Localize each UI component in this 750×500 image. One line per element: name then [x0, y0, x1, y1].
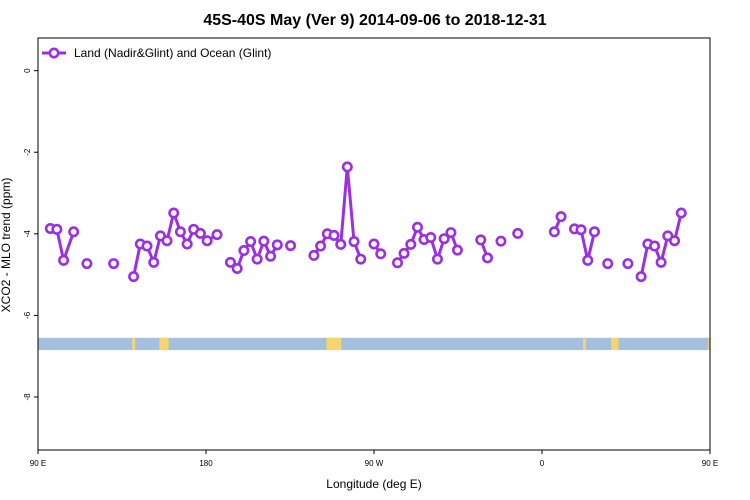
legend: Land (Nadir&Glint) and Ocean (Glint) [42, 46, 271, 60]
data-point [649, 240, 661, 252]
data-point [655, 256, 667, 268]
land-segment [583, 337, 586, 351]
data-point [201, 235, 213, 247]
data-point [392, 257, 404, 269]
data-point [451, 244, 463, 256]
data-point [251, 253, 263, 265]
data-point [355, 253, 367, 265]
land-segment [708, 337, 710, 351]
data-point [258, 235, 270, 247]
data-point [285, 240, 297, 252]
y-tick-label: 0 [23, 68, 32, 73]
data-point [588, 226, 600, 238]
data-point [315, 240, 327, 252]
data-point [635, 271, 647, 283]
x-tick-label: 180 [199, 459, 213, 468]
data-point [411, 221, 423, 233]
x-axis: 90 E 180 90 W 0 90 E [30, 450, 718, 468]
data-point [211, 229, 223, 241]
data-point [348, 236, 360, 248]
data-point [271, 239, 283, 251]
x-tick-label: 90 E [702, 459, 718, 468]
data-point [675, 207, 687, 219]
x-tick-label: 90 E [30, 459, 46, 468]
data-point [425, 231, 437, 243]
data-point [265, 250, 277, 262]
data-point [555, 211, 567, 223]
data-point [512, 227, 524, 239]
data-point [548, 226, 560, 238]
data-point [81, 258, 93, 270]
y-tick-label: -8 [23, 393, 32, 401]
data-point [181, 238, 193, 250]
data-point [128, 271, 140, 283]
data-point [475, 234, 487, 246]
land-ocean-band [38, 337, 710, 351]
data-point [438, 233, 450, 245]
data-point [481, 252, 493, 264]
ocean-band [38, 337, 710, 351]
data-point [431, 253, 443, 265]
legend-label: Land (Nadir&Glint) and Ocean (Glint) [74, 46, 271, 60]
data-point [245, 236, 257, 248]
data-point [582, 254, 594, 266]
data-point [335, 238, 347, 250]
data-point [51, 223, 63, 235]
data-point [224, 256, 236, 268]
land-segment [132, 337, 136, 351]
data-point [368, 238, 380, 250]
data-point [445, 227, 457, 239]
data-point [602, 258, 614, 270]
data-point [174, 226, 186, 238]
legend-marker-icon [48, 47, 60, 59]
x-axis-label: Longitude (deg E) [326, 477, 421, 491]
data-point [622, 258, 634, 270]
x-tick-label: 90 W [365, 459, 384, 468]
y-tick-label: -4 [23, 230, 32, 238]
land-segment [326, 337, 342, 351]
data-point [168, 207, 180, 219]
y-axis: 0 -2 -4 -6 -8 [23, 68, 38, 401]
data-point [575, 224, 587, 236]
y-tick-label: -2 [23, 148, 32, 156]
x-tick-label: 0 [540, 459, 545, 468]
data-point [68, 226, 80, 238]
chart-title: 45S-40S May (Ver 9) 2014-09-06 to 2018-1… [203, 12, 546, 29]
data-point [341, 161, 353, 173]
data-point [308, 249, 320, 261]
series-layer [44, 161, 687, 283]
data-point [231, 262, 243, 274]
data-point [375, 248, 387, 260]
data-point [148, 256, 160, 268]
data-point [238, 245, 250, 257]
data-point [669, 235, 681, 247]
data-point [405, 238, 417, 250]
data-point [398, 247, 410, 259]
data-point [108, 258, 120, 270]
data-point [141, 240, 153, 252]
land-segment [611, 337, 619, 351]
land-segment [159, 337, 169, 351]
data-point [58, 254, 70, 266]
y-axis-label: XCO2 - MLO trend (ppm) [0, 178, 13, 313]
data-point [194, 227, 206, 239]
data-point [161, 235, 173, 247]
data-point [495, 235, 507, 247]
data-point [328, 229, 340, 241]
y-tick-label: -6 [23, 311, 32, 319]
